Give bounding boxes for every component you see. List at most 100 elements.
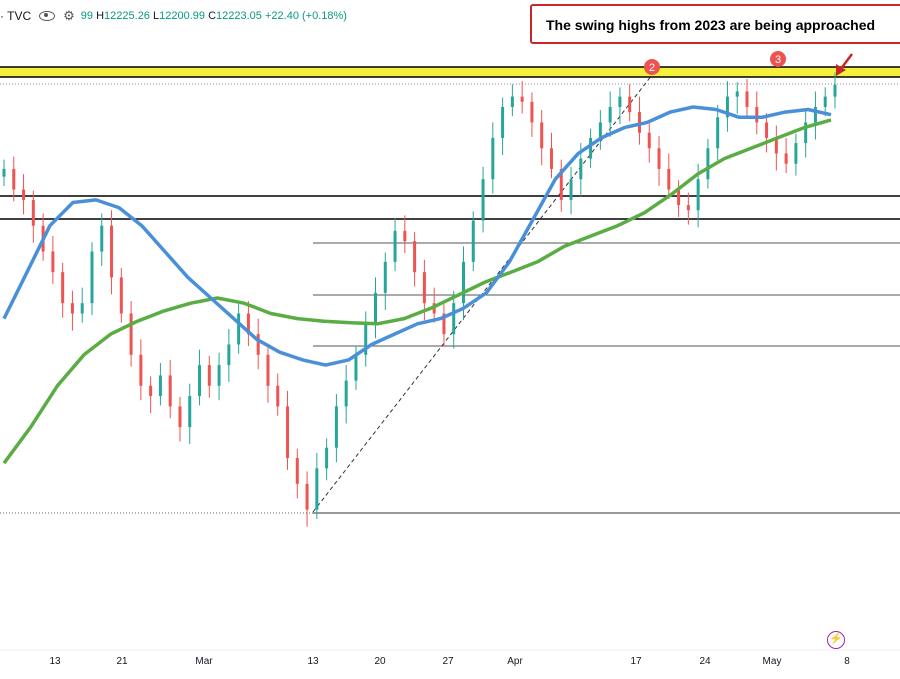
candle-body (657, 148, 661, 169)
close-value: 12223.05 (216, 10, 262, 22)
symbol-label[interactable]: · TVC (0, 9, 32, 23)
candle-body (804, 122, 808, 144)
x-tick-label: 13 (49, 656, 61, 667)
candle-body (256, 334, 260, 355)
callout-arrow-shaft (839, 53, 853, 71)
candle-body (70, 303, 74, 314)
candle-body (119, 277, 123, 314)
candle-body (90, 251, 94, 304)
candle-body (22, 189, 26, 200)
swing-high-marker-label: 2 (649, 62, 655, 74)
candle-body (149, 385, 153, 397)
candle-body (178, 406, 182, 428)
candle-body (393, 230, 397, 262)
x-tick-label: May (763, 656, 782, 667)
candle-body (305, 483, 309, 510)
candle-body (755, 106, 759, 123)
candle-body (618, 96, 622, 107)
candle-body (569, 179, 573, 200)
candle-body (413, 241, 417, 273)
open-value: 99 (80, 10, 94, 22)
candle-body (246, 313, 250, 335)
candle-body (461, 261, 465, 304)
candle-body (100, 225, 104, 252)
candle-body (530, 101, 534, 123)
ohlc-values: 99 H12225.26 L12200.99 C12223.05 +22.40 … (81, 10, 347, 22)
candle-body (677, 189, 681, 206)
x-tick-label: 20 (374, 656, 386, 667)
candle-body (823, 96, 827, 107)
candle-body (217, 365, 221, 386)
candle-body (716, 117, 720, 149)
ma-slow-line (2, 118, 832, 465)
candle-body (784, 153, 788, 164)
candle-body (579, 158, 583, 180)
candle-body (491, 137, 495, 180)
candle-body (422, 272, 426, 304)
candle-body (2, 168, 6, 177)
low-label: L (153, 10, 160, 22)
x-tick-label: 24 (699, 656, 711, 667)
candle-body (549, 148, 553, 169)
high-value: 12225.26 (104, 10, 150, 22)
candle-body (628, 96, 632, 113)
low-value: 12200.99 (159, 10, 206, 22)
candle-body (129, 313, 133, 355)
candle-body (403, 230, 407, 242)
candle-body (295, 458, 299, 484)
candle-body (559, 168, 563, 200)
candle-body (647, 132, 651, 149)
candle-body (188, 396, 192, 428)
lightning-icon[interactable]: ⚡ (827, 631, 845, 649)
x-tick-label: 17 (630, 656, 642, 667)
candle-body (276, 385, 280, 407)
candle-body (540, 122, 544, 149)
candle-body (80, 303, 84, 314)
x-tick-label: 8 (844, 656, 850, 667)
gear-icon[interactable]: ⚙ (63, 8, 75, 23)
candle-body (765, 122, 769, 138)
candle-body (501, 106, 505, 138)
candle-body (813, 106, 817, 123)
swing-high-marker (644, 59, 660, 75)
candle-body (266, 354, 270, 386)
candle-body (598, 122, 602, 138)
candle-body (745, 91, 749, 107)
candle-body (833, 84, 837, 97)
candle-body (325, 447, 329, 469)
candle-body (31, 199, 35, 226)
candle-body (481, 179, 485, 221)
candle-body (237, 313, 241, 345)
candle-body (207, 365, 211, 386)
candle-body (315, 468, 319, 510)
eye-icon[interactable] (39, 11, 56, 21)
candle-body (12, 168, 16, 190)
candle-body (374, 292, 378, 324)
candle-body (383, 261, 387, 293)
candle-body (442, 313, 446, 335)
candle-body (471, 220, 475, 262)
close-label: C (208, 10, 217, 22)
x-tick-label: 21 (116, 656, 128, 667)
candle-body (110, 225, 114, 278)
x-tick-label: 27 (442, 656, 454, 667)
swing-high-marker-label: 3 (775, 54, 781, 66)
candle-body (61, 272, 65, 304)
candle-body (667, 168, 671, 190)
change-value: +22.40 (+0.18%) (264, 10, 347, 22)
x-tick-label: Mar (195, 656, 213, 667)
callout-arrow-head (836, 64, 846, 76)
candle-body (364, 323, 368, 355)
candle-body (510, 96, 514, 107)
candle-body (354, 354, 358, 381)
x-tick-label: 13 (307, 656, 319, 667)
resistance-band (0, 67, 900, 77)
candle-body (735, 91, 739, 97)
candle-body (51, 251, 55, 273)
candle-body (334, 406, 338, 448)
candle-body (344, 380, 348, 407)
candle-body (696, 179, 700, 211)
candle-body (686, 205, 690, 211)
